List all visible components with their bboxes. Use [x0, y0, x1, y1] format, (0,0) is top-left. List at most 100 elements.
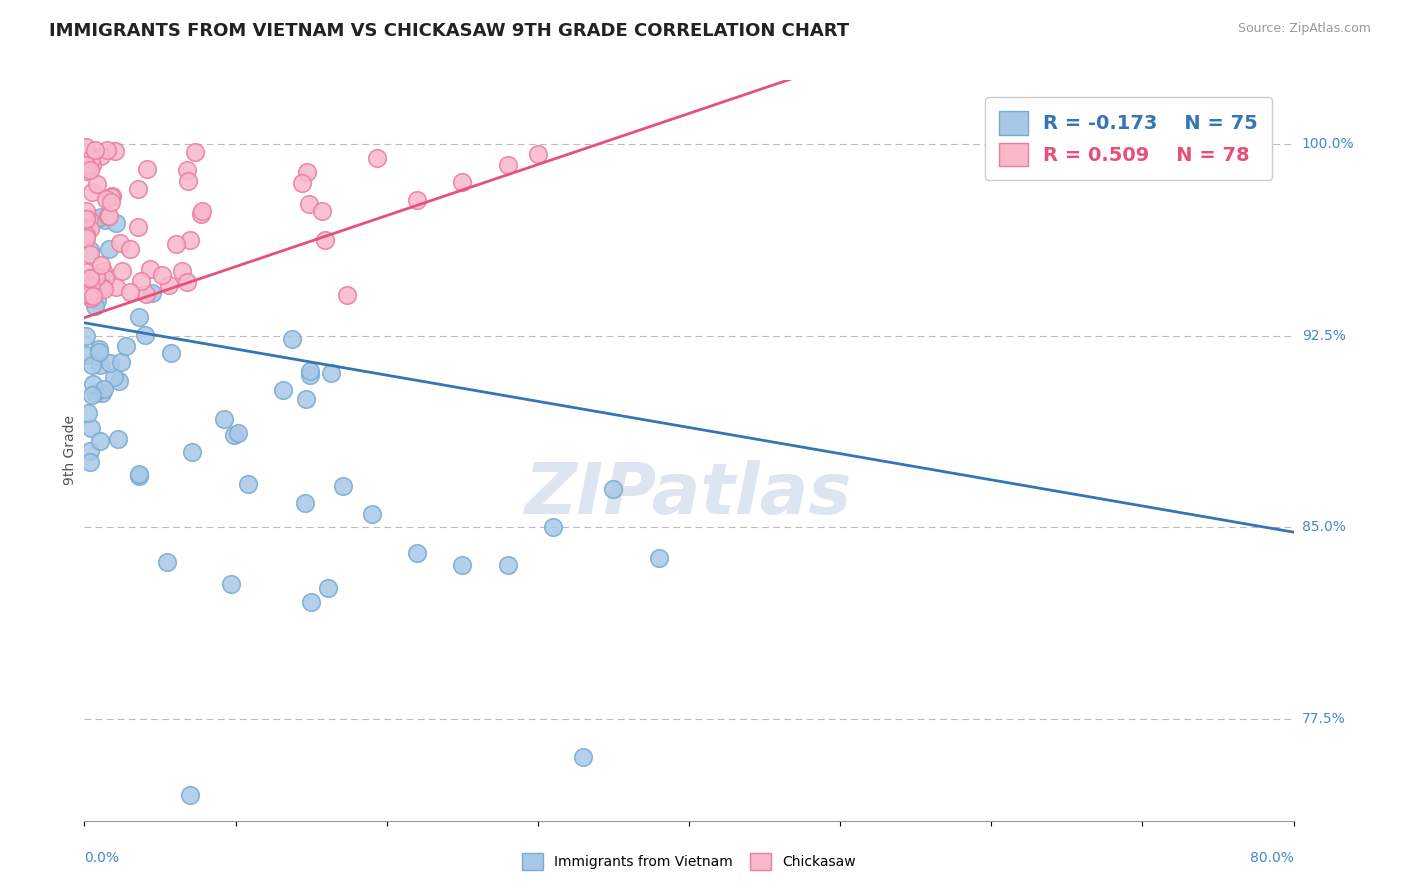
Point — [100, 189, 122, 203]
Point — [281, 332, 304, 346]
Point — [75, 227, 97, 242]
Point — [75, 226, 97, 240]
Point — [176, 163, 198, 178]
Point — [75, 163, 97, 178]
Point — [298, 196, 321, 211]
Point — [360, 508, 382, 522]
Text: 92.5%: 92.5% — [1302, 328, 1346, 343]
Point — [128, 468, 150, 483]
Point — [134, 328, 156, 343]
Point — [96, 143, 118, 157]
Point — [299, 594, 322, 608]
Legend: Immigrants from Vietnam, Chickasaw: Immigrants from Vietnam, Chickasaw — [516, 846, 862, 877]
Point — [86, 177, 108, 191]
Point — [104, 144, 127, 158]
Point — [541, 520, 564, 534]
Point — [156, 555, 179, 569]
Point — [79, 455, 101, 469]
Text: ZIPatlas: ZIPatlas — [526, 460, 852, 529]
Point — [294, 496, 316, 510]
Point — [75, 328, 97, 343]
Point — [80, 358, 103, 372]
Point — [79, 444, 101, 458]
Point — [179, 233, 201, 247]
Point — [602, 482, 624, 496]
Point — [127, 220, 149, 235]
Point — [176, 275, 198, 289]
Point — [141, 285, 163, 300]
Point — [90, 211, 112, 225]
Point — [75, 265, 97, 279]
Point — [87, 343, 110, 357]
Point — [82, 289, 104, 303]
Point — [290, 176, 312, 190]
Point — [93, 382, 115, 396]
Point — [76, 406, 98, 420]
Point — [332, 478, 354, 492]
Point — [451, 558, 474, 573]
Point — [496, 558, 519, 573]
Point — [93, 282, 115, 296]
Text: 80.0%: 80.0% — [1250, 851, 1294, 865]
Point — [129, 274, 152, 288]
Point — [79, 162, 101, 177]
Point — [107, 432, 129, 446]
Point — [79, 288, 101, 302]
Point — [295, 165, 318, 179]
Y-axis label: 9th Grade: 9th Grade — [63, 416, 77, 485]
Point — [108, 235, 131, 250]
Point — [82, 185, 104, 199]
Point — [190, 207, 212, 221]
Point — [110, 354, 132, 368]
Point — [79, 246, 101, 260]
Point — [90, 258, 112, 272]
Point — [87, 344, 110, 359]
Point — [311, 203, 333, 218]
Point — [80, 420, 103, 434]
Point — [98, 210, 121, 224]
Point — [212, 411, 235, 425]
Point — [135, 286, 157, 301]
Point — [84, 386, 107, 401]
Point — [94, 192, 117, 206]
Point — [128, 310, 150, 325]
Point — [90, 276, 112, 290]
Point — [170, 264, 193, 278]
Point — [295, 392, 318, 406]
Point — [221, 577, 243, 591]
Point — [184, 145, 207, 159]
Text: 0.0%: 0.0% — [84, 851, 120, 865]
Point — [572, 749, 595, 764]
Point — [406, 194, 429, 208]
Point — [177, 174, 200, 188]
Point — [107, 375, 129, 389]
Point — [98, 242, 121, 256]
Point — [79, 244, 101, 258]
Point — [89, 270, 111, 285]
Point — [150, 268, 173, 282]
Point — [82, 279, 104, 293]
Point — [75, 204, 97, 219]
Point — [299, 364, 322, 378]
Point — [84, 277, 107, 292]
Point — [98, 356, 121, 370]
Point — [451, 175, 474, 189]
Point — [75, 212, 97, 227]
Point — [80, 291, 103, 305]
Point — [118, 285, 141, 299]
Point — [299, 368, 322, 383]
Text: 85.0%: 85.0% — [1302, 520, 1346, 534]
Point — [224, 428, 246, 442]
Point — [179, 788, 201, 802]
Point — [111, 264, 134, 278]
Point — [496, 157, 519, 171]
Point — [104, 216, 127, 230]
Point — [1018, 142, 1040, 156]
Point — [94, 212, 117, 227]
Point — [316, 581, 339, 595]
Point — [80, 279, 103, 293]
Point — [104, 280, 127, 294]
Point — [336, 288, 359, 302]
Point — [190, 204, 212, 219]
Point — [82, 158, 104, 172]
